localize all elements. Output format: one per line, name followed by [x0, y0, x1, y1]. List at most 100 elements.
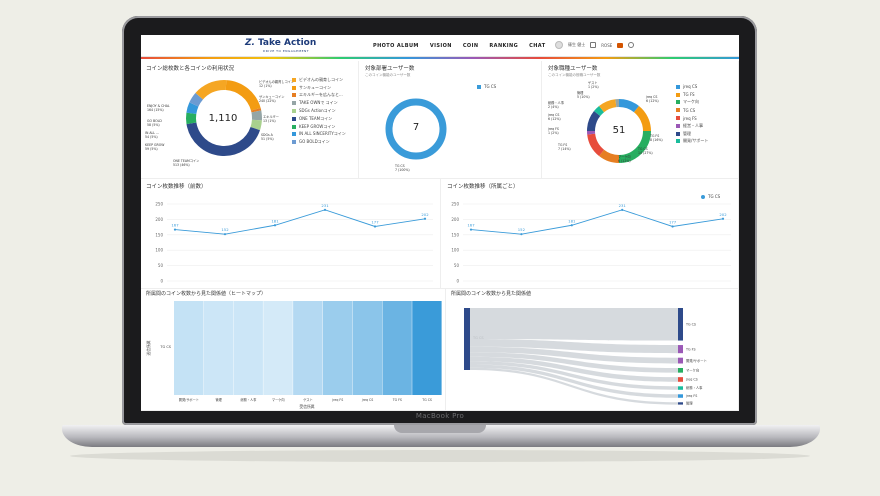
heatmap-panel: 所属間のコイン枚数から見た関係値（ヒートマップ） 開発/サポート 管理 総務・人事 マ…: [141, 289, 446, 411]
data-label: 231: [619, 203, 627, 208]
sankey-target-node: [678, 368, 683, 373]
sankey-target-node: [678, 386, 683, 390]
role-users-subtitle: このコイン機能の役職ユーザー数: [548, 73, 601, 77]
nav-ranking[interactable]: RANKING: [489, 43, 519, 49]
callout-label: IN ALL ... 54 (5%): [145, 131, 160, 139]
heatmap-cell: [293, 301, 323, 395]
coin-trend-title: コイン枚数推移（前数）: [146, 184, 207, 190]
legend-swatch: [292, 93, 296, 98]
heatmap-cell: [233, 301, 263, 395]
role-users-donut: [587, 99, 651, 163]
x-tick-label: 総務・人事: [240, 397, 257, 402]
y-tick-label: 250: [155, 202, 163, 207]
callout-label: ONE TEAMコイン 513 (46%): [173, 159, 200, 167]
data-label: 152: [221, 227, 229, 232]
sankey-link: [470, 367, 678, 405]
sankey-link: [470, 308, 678, 341]
role-slice: [633, 105, 651, 132]
dept-users-donut: [385, 98, 447, 160]
notification-icon[interactable]: [590, 42, 597, 48]
legend-swatch: [292, 77, 296, 82]
legend-item[interactable]: TAKE OWNで コイン: [292, 99, 346, 107]
avatar[interactable]: [555, 41, 563, 49]
heatmap-cell: [352, 301, 383, 395]
data-point: [173, 228, 177, 231]
sankey-source-node: [464, 308, 470, 370]
y-tick-label: 150: [451, 232, 459, 237]
role-slice: [618, 99, 639, 113]
data-point: [373, 225, 377, 228]
legend-label: KEEP GROWコイン: [299, 123, 336, 129]
x-axis-label: 受信所属: [299, 404, 314, 409]
sankey-link: [470, 361, 678, 390]
callout-label: ゲスト 1 (2%): [588, 81, 599, 89]
sankey-target-label: 管理: [686, 401, 693, 406]
sankey-link: [470, 339, 678, 354]
cart-icon[interactable]: [617, 42, 624, 48]
legend-item[interactable]: ONE TEAMコイン: [292, 115, 346, 123]
legend-item[interactable]: ビデオんの親育しコイン: [292, 76, 346, 84]
legend-swatch: [701, 194, 705, 199]
sankey-target-node: [678, 357, 683, 364]
nav-coin[interactable]: COIN: [462, 43, 479, 49]
legend-label: jreq CS: [683, 84, 698, 90]
sankey-link: [470, 352, 678, 373]
settings-icon[interactable]: [628, 42, 635, 48]
sankey-link: [470, 364, 678, 398]
legend-item[interactable]: エキルギーを広んなと...: [292, 92, 346, 100]
nav-photo-album[interactable]: PHOTO ALBUM: [373, 43, 419, 49]
user-name[interactable]: 篠生 健士: [568, 42, 586, 47]
sankey-target-label: 総務・人事: [686, 385, 703, 390]
coin-slice: [251, 110, 262, 121]
sankey-target-node: [678, 308, 683, 341]
dept-legend: TG CS: [477, 83, 496, 91]
x-tick-label: マーケ向: [272, 397, 285, 402]
data-label: 177: [669, 219, 677, 224]
data-point: [423, 217, 427, 220]
legend-label: ビデオんの親育しコイン: [299, 76, 343, 82]
legend-item[interactable]: IN ALL SINCERITYコイン: [292, 131, 346, 139]
legend-label: IN ALL SINCERITYコイン: [299, 131, 346, 137]
y-tick-label: 150: [155, 232, 163, 237]
heatmap-cell: [412, 301, 442, 395]
data-label: 181: [271, 218, 279, 223]
callout-label: 管理 5 (10%): [577, 91, 590, 99]
callout-label: SDGs A 51 (5%): [261, 133, 274, 141]
sankey-target-label: jreq FS: [685, 394, 697, 398]
top-header: Z. Take Action DRIVE TO ENGAGEMENT PHOTO …: [141, 35, 739, 57]
legend-swatch: [292, 124, 296, 129]
legend-item[interactable]: SDGs Actionコイン: [292, 107, 346, 115]
data-label: 152: [518, 227, 526, 232]
data-point: [323, 208, 327, 211]
legend-item[interactable]: GO BOLDコイン: [292, 138, 346, 146]
legend-label: TG CS: [683, 107, 696, 113]
screen: Z. Take Action DRIVE TO ENGAGEMENT PHOTO …: [141, 35, 739, 411]
series-line: [174, 209, 426, 235]
legend-swatch: [676, 116, 680, 121]
legend-item[interactable]: 管理: [676, 130, 708, 138]
legend-item[interactable]: jreq CS: [676, 83, 708, 91]
role-slice: [618, 130, 651, 163]
logo[interactable]: Z. Take Action: [245, 38, 317, 48]
nav-vision[interactable]: VISION: [429, 43, 452, 49]
legend-item[interactable]: jreq FS: [676, 114, 708, 122]
data-label: 202: [719, 212, 727, 217]
legend-item[interactable]: KEEP GROWコイン: [292, 123, 346, 131]
user-extra: ROSE: [601, 42, 613, 48]
legend-item[interactable]: サンキューコイン: [292, 84, 346, 92]
y-tick-label: 100: [451, 248, 459, 253]
dept-trend-panel: コイン枚数推移（所属ごと） TG CS 0 50 100 150 200 250 167 15…: [441, 179, 739, 289]
legend-item[interactable]: マーケ向: [676, 99, 708, 107]
legend-item[interactable]: 開発/サポート: [676, 138, 708, 146]
data-point: [621, 208, 624, 211]
x-tick-label: jreq FS: [331, 398, 343, 402]
data-point: [570, 224, 573, 227]
legend-swatch: [676, 84, 680, 89]
legend-item[interactable]: TG CS: [676, 106, 708, 114]
coin-slice: [225, 80, 261, 111]
legend-item[interactable]: 経営・人事: [676, 122, 708, 130]
nav-chat[interactable]: CHAT: [529, 43, 546, 49]
dept-callout: TG CS 7 (100%): [395, 164, 410, 172]
legend-item[interactable]: TG FS: [676, 91, 708, 99]
role-slice: [599, 149, 620, 163]
